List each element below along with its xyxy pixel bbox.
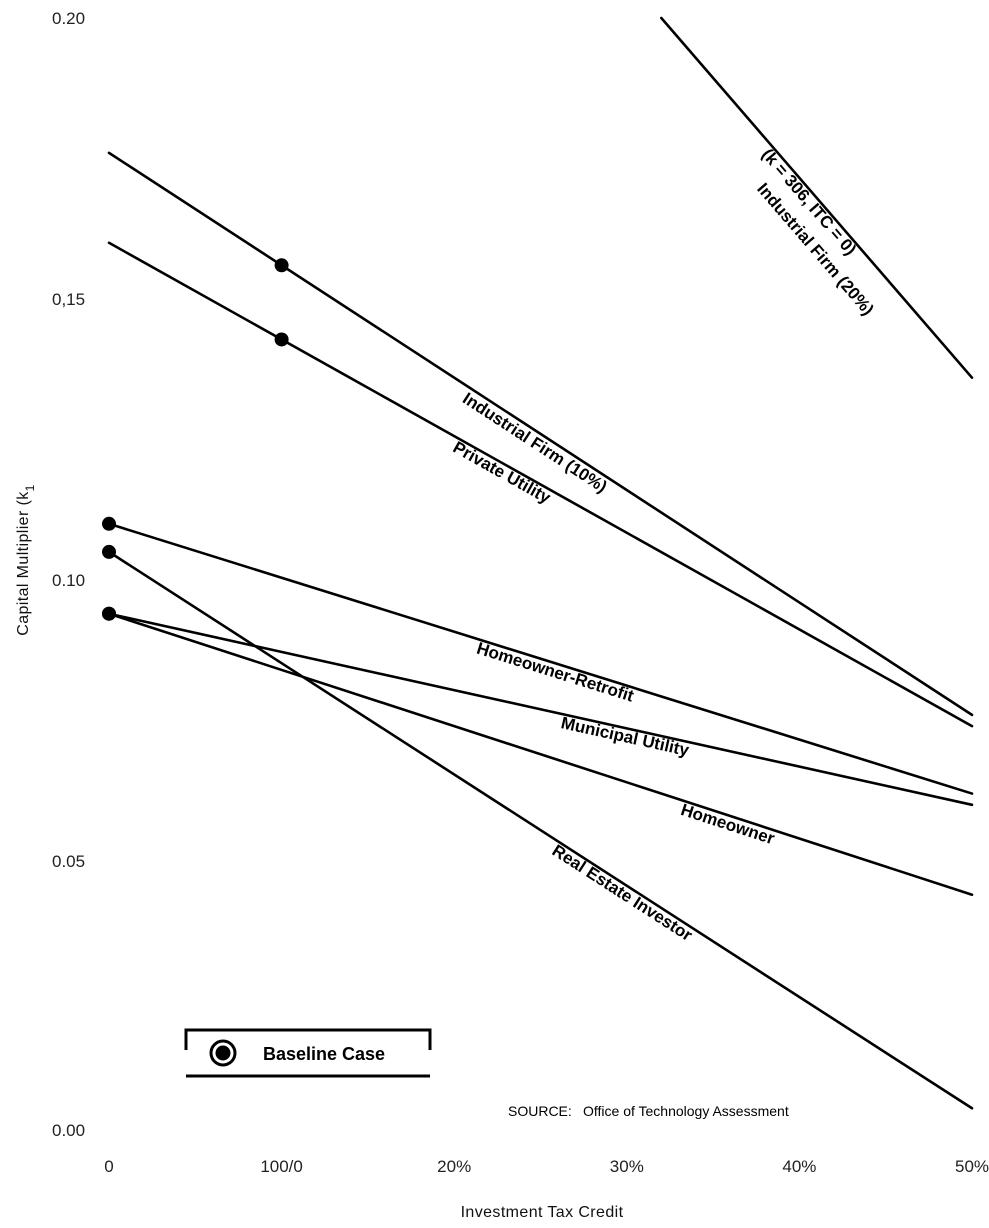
legend-marker-dot [215,1045,231,1061]
x-axis-title: Investment Tax Credit [461,1204,624,1221]
series-line-private-utility [107,241,974,728]
series-labels: Industrial Firm (20%)(k = 306, ITC = 0)I… [450,145,878,945]
series-line-homeowner [107,612,974,897]
y-tick-label: 0.00 [52,1121,85,1140]
legend: Baseline Case [184,1028,432,1078]
series-line-real-estate-investor [107,550,974,1110]
baseline-marker-homeowner [102,606,116,621]
baseline-marker-homeowner-retrofit [102,516,116,531]
baseline-marker-real-estate-investor [102,544,116,559]
y-tick-label: 0.05 [52,852,85,871]
series-line-industrial-firm-20 [660,16,974,379]
series-label-municipal-utility: Municipal Utility [559,713,691,760]
x-tick-label: 0 [104,1157,113,1176]
y-tick-label: 0,15 [52,290,85,309]
y-tick-label: 0.20 [52,9,85,28]
baseline-markers [102,258,289,621]
baseline-marker-industrial-firm-10 [274,258,289,273]
series-line-homeowner-retrofit [107,522,974,795]
source-text: Office of Technology Assessment [583,1103,789,1119]
series-label-homeowner: Homeowner [679,800,778,848]
x-tick-label: 30% [610,1157,644,1176]
source-prefix: SOURCE: [508,1103,572,1119]
legend-label: Baseline Case [263,1044,385,1064]
legend-frame [184,1028,432,1078]
x-tick-label: 100/0 [260,1157,303,1176]
source-note: SOURCE: Office of Technology Assessment [508,1103,789,1119]
x-tick-label: 50% [955,1157,989,1176]
y-axis-ticks: 0.00 0.05 0.10 0,15 0.20 [52,9,85,1140]
series-line-municipal-utility [107,612,974,807]
x-tick-label: 40% [782,1157,816,1176]
x-tick-label: 20% [437,1157,471,1176]
y-tick-label: 0.10 [52,571,85,590]
series-label-real-estate-investor: Real Estate Investor [549,841,696,945]
series-lines [107,16,974,1110]
y-axis-title: Capital Multiplier (k1 [15,484,37,636]
x-axis-ticks: 0 100/0 20% 30% 40% 50% [104,1157,989,1176]
series-line-industrial-firm-10 [107,151,974,717]
series-label-homeowner-retrofit: Homeowner-Retrofit [474,639,636,706]
baseline-marker-private-utility [274,332,289,347]
